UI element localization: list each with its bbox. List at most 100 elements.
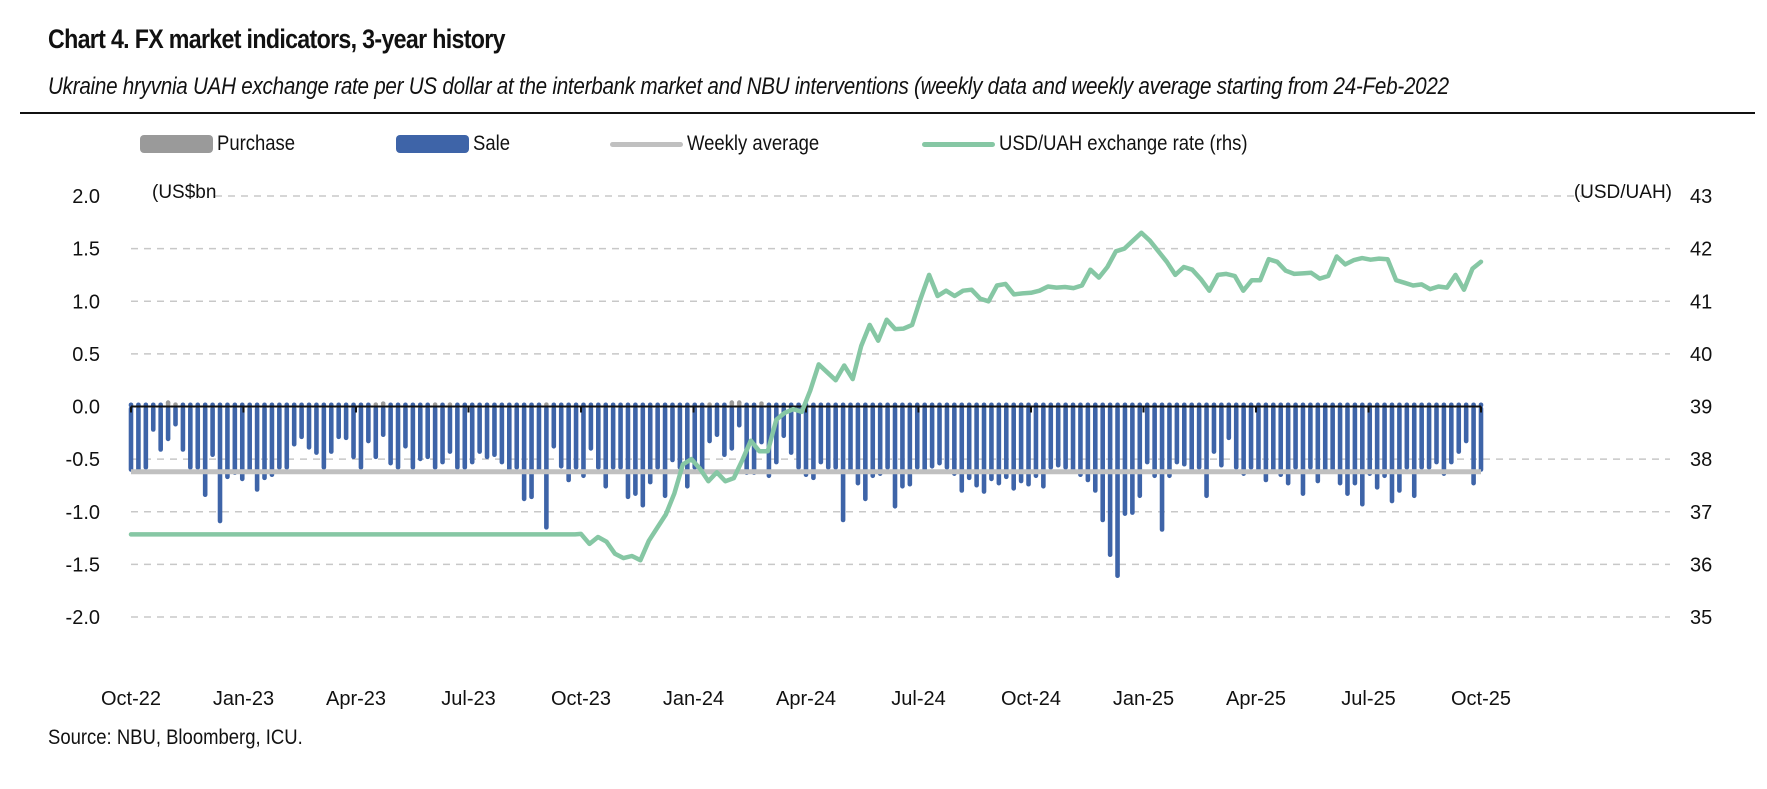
sale-bar xyxy=(232,406,238,475)
sale-bar xyxy=(521,406,527,502)
sale-bar xyxy=(1003,406,1009,480)
sale-bar xyxy=(573,406,579,470)
sale-bar xyxy=(1137,406,1143,499)
sale-bar xyxy=(492,406,497,458)
sale-bar xyxy=(1263,406,1269,483)
sale-bar xyxy=(551,406,557,449)
legend-item-sale: Sale xyxy=(396,132,515,155)
sale-bar xyxy=(247,406,252,473)
sale-bar xyxy=(952,406,957,476)
sale-bar xyxy=(714,406,720,438)
sale-bar xyxy=(395,406,401,470)
left-tick-label: -1.5 xyxy=(66,554,100,576)
sale-bar xyxy=(588,406,594,451)
sale-bar xyxy=(855,406,861,486)
sale-bar xyxy=(425,406,431,460)
sale-bar xyxy=(202,406,208,498)
right-tick-label: 42 xyxy=(1690,239,1712,261)
sale-bars xyxy=(128,406,1484,579)
sale-bar xyxy=(1152,406,1157,479)
sale-bar xyxy=(1397,406,1402,493)
sale-bar xyxy=(974,406,979,488)
chart-title: Chart 4. FX market indicators, 3-year hi… xyxy=(48,24,506,54)
sale-bar xyxy=(1449,406,1454,465)
sale-bar xyxy=(1018,406,1024,484)
legend-swatch-exchange-rate xyxy=(922,141,995,147)
sale-bar xyxy=(596,406,601,470)
sale-bar xyxy=(774,406,779,465)
sale-bar xyxy=(210,406,215,458)
sale-bar xyxy=(262,406,267,481)
sale-bar xyxy=(796,406,801,470)
sale-bar xyxy=(722,406,727,458)
sale-bar xyxy=(670,406,675,463)
right-tick-label: 38 xyxy=(1690,449,1712,471)
sale-bar xyxy=(351,406,356,460)
sale-bar xyxy=(1204,406,1209,499)
sale-bar xyxy=(811,406,816,481)
sale-bar xyxy=(128,406,134,472)
sale-bar xyxy=(484,406,490,460)
source-note: Source: NBU, Bloomberg, ICU. xyxy=(48,726,303,749)
legend-label-purchase: Purchase xyxy=(217,132,296,155)
sale-bar xyxy=(239,406,245,482)
sale-bar xyxy=(499,406,505,465)
sale-bar xyxy=(1382,406,1387,479)
sale-bar xyxy=(165,406,171,442)
sale-bar xyxy=(1248,406,1254,470)
sale-bar xyxy=(1478,406,1484,472)
sale-bar xyxy=(1211,406,1217,454)
sale-bar xyxy=(1189,406,1195,472)
purchase-bar xyxy=(707,402,712,407)
sale-bar xyxy=(625,406,631,500)
sale-bar xyxy=(803,406,809,478)
left-tick-label: -0.5 xyxy=(66,449,100,471)
left-tick-label: 1.5 xyxy=(72,239,100,261)
sale-bar xyxy=(900,406,905,489)
sale-bar xyxy=(877,406,883,476)
sale-bar xyxy=(751,406,757,475)
exchange-rate-line xyxy=(128,230,1484,563)
sale-bar xyxy=(388,406,393,466)
sale-bar xyxy=(343,406,349,441)
left-tick-label: -1.0 xyxy=(66,502,100,524)
sale-bar xyxy=(1404,406,1410,470)
sale-bar xyxy=(1041,406,1046,489)
purchase-bar xyxy=(165,400,171,407)
sale-bar xyxy=(417,406,423,462)
sale-bar xyxy=(314,406,319,455)
sale-bar xyxy=(469,406,475,465)
sale-bar xyxy=(929,406,935,469)
sale-bar xyxy=(277,406,282,470)
sale-bar xyxy=(981,406,987,494)
sale-bar xyxy=(1315,406,1321,484)
sale-bar xyxy=(996,406,1002,486)
legend-item-exchange-rate: USD/UAH exchange rate (rhs) xyxy=(922,132,1281,155)
purchase-bar xyxy=(736,400,742,407)
left-tick-label: 2.0 xyxy=(72,186,100,208)
sale-bar xyxy=(336,406,341,440)
sale-bar xyxy=(1285,406,1291,486)
sale-bar xyxy=(1456,406,1462,454)
sale-bar xyxy=(581,406,586,479)
sale-bar xyxy=(455,406,460,470)
purchase-bar xyxy=(173,402,178,407)
sale-bar xyxy=(217,406,223,524)
sale-bar xyxy=(1226,406,1232,441)
x-tick-label: Jul-25 xyxy=(1341,688,1395,710)
left-tick-label: 0.5 xyxy=(72,344,100,366)
sale-bar xyxy=(1271,406,1276,472)
sale-bar xyxy=(1352,406,1358,486)
sale-bar xyxy=(321,406,327,470)
legend-swatch-purchase xyxy=(140,135,213,153)
sale-bar xyxy=(269,406,275,478)
sale-bar xyxy=(699,406,705,472)
sale-bar xyxy=(907,406,913,487)
sale-bar xyxy=(225,406,230,480)
legend-swatch-weekly-average xyxy=(610,141,683,147)
sale-bar xyxy=(1100,406,1106,523)
sale-bar xyxy=(1159,406,1165,532)
sale-bar xyxy=(1293,406,1298,470)
sale-bar xyxy=(447,406,453,454)
sale-bar xyxy=(640,406,646,508)
